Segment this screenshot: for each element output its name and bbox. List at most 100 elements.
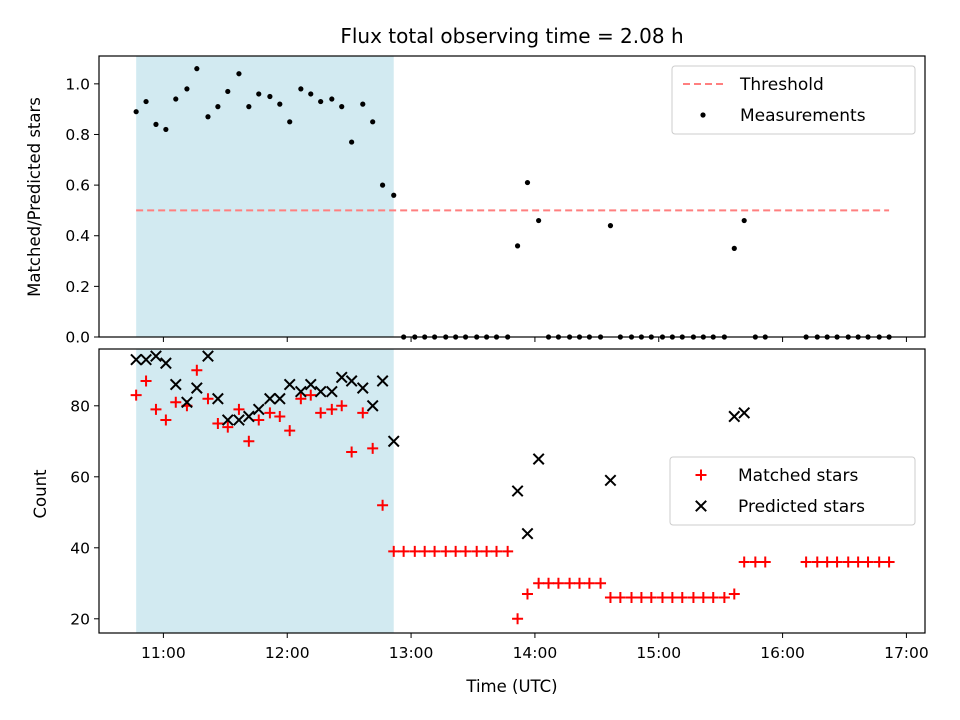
count-point-x: [150, 350, 162, 363]
count-point-plus: [481, 545, 493, 557]
ratio-point-dot: [349, 139, 355, 145]
count-point-plus: [645, 592, 657, 603]
count-point-plus: [842, 556, 854, 568]
count-point-plus: [676, 592, 688, 603]
count-point-plus: [666, 592, 678, 603]
count-point-plus: [697, 592, 709, 603]
count-point-plus: [202, 393, 214, 405]
count-point-plus: [191, 364, 203, 376]
count-point-x: [356, 382, 369, 394]
count-series-1: [130, 364, 895, 625]
count-point-plus: [212, 418, 224, 430]
count-point-plus: [883, 556, 895, 568]
count-point-plus: [346, 446, 358, 458]
ratio-point-dot: [143, 98, 149, 105]
count-axes-frame: [98, 348, 926, 634]
count-y-axis-title: Count: [31, 469, 50, 519]
count-point-plus: [595, 577, 607, 589]
count-point-plus: [160, 414, 172, 426]
ratio-point-dot: [236, 71, 242, 77]
count-point-plus: [502, 545, 514, 557]
count-point-plus: [873, 556, 885, 568]
count-point-x: [604, 474, 617, 487]
count-point-x: [190, 382, 203, 394]
count-point-plus: [398, 545, 410, 557]
count-point-x: [366, 399, 379, 412]
count-point-plus: [707, 592, 719, 603]
count-point-plus: [543, 577, 555, 589]
count-y-tick-label: 20: [70, 610, 90, 628]
ratio-y-tick-label: 0.8: [65, 126, 90, 144]
ratio-point-dot: [536, 217, 542, 224]
ratio-point-dot: [360, 101, 366, 107]
ratio-point-dot: [184, 86, 190, 92]
count-point-plus: [533, 577, 545, 589]
count-point-x: [521, 527, 534, 540]
ratio-point-dot: [339, 104, 345, 110]
count-point-x: [233, 414, 245, 426]
observing-window-span: [136, 349, 394, 633]
ratio-point-dot: [379, 182, 386, 188]
ratio-y-axis-title: Matched/Predicted stars: [25, 97, 44, 297]
ratio-point-dot: [205, 114, 211, 120]
count-point-plus: [264, 407, 276, 419]
count-point-plus: [687, 592, 699, 603]
ratio-point-dot: [133, 109, 139, 115]
ratio-point-dot: [514, 243, 521, 249]
count-point-plus: [130, 389, 142, 401]
count-point-plus: [243, 435, 255, 447]
count-point-plus: [564, 577, 576, 589]
legend-plus-swatch: [695, 469, 707, 481]
count-y-tick-label: 80: [70, 397, 90, 415]
count-point-x: [202, 350, 214, 363]
chart-title: Flux total observing time = 2.08 h: [340, 24, 683, 48]
count-point-x: [211, 392, 224, 405]
ratio-y-tick-label: 0.2: [65, 278, 90, 296]
count-point-plus: [604, 592, 616, 603]
ratio-point-dot: [225, 88, 231, 95]
count-point-x: [345, 375, 358, 387]
count-point-plus: [738, 556, 750, 568]
count-point-x: [252, 403, 265, 416]
ratio-point-dot: [524, 179, 531, 186]
count-point-x: [140, 353, 152, 366]
count-point-x: [532, 453, 545, 465]
ratio-panel: 0.0 0.2 0.4 0.6 0.8 1.0 Threshold Measurements: [65, 55, 926, 347]
count-point-plus: [419, 545, 431, 557]
count-point-plus: [749, 556, 761, 568]
ratio-point-dot: [391, 192, 397, 198]
x-tick-label: 16:00: [760, 644, 805, 662]
count-point-x: [130, 353, 143, 366]
observing-window-span: [136, 56, 394, 337]
count-point-x: [221, 414, 234, 426]
ratio-point-dot: [607, 223, 614, 229]
ratio-point-dot: [194, 66, 200, 72]
count-point-plus: [326, 403, 338, 415]
count-point-x: [304, 378, 317, 391]
count-point-plus: [852, 556, 864, 568]
ratio-point-dot: [287, 119, 293, 125]
count-point-plus: [315, 407, 327, 419]
count-point-x: [325, 385, 338, 398]
count-point-x: [169, 378, 182, 391]
ratio-y-tick-label: 0.6: [65, 177, 90, 195]
count-point-plus: [367, 442, 379, 454]
count-point-plus: [521, 588, 533, 600]
ratio-point-dot: [246, 104, 252, 110]
count-point-plus: [626, 592, 638, 603]
count-point-x: [387, 435, 400, 448]
count-point-plus: [388, 545, 400, 557]
ratio-point-dot: [318, 98, 324, 105]
count-point-plus: [305, 389, 317, 401]
count-point-x: [294, 385, 307, 398]
count-y-tick-label: 60: [70, 468, 90, 486]
count-point-x: [181, 396, 193, 409]
ratio-point-dot: [267, 93, 273, 100]
count-point-x: [511, 485, 524, 497]
count-point-x: [263, 392, 276, 405]
count-point-plus: [821, 556, 833, 568]
count-point-plus: [440, 545, 452, 557]
count-legend: Matched stars Predicted stars: [669, 456, 916, 526]
x-tick-label: 11:00: [141, 644, 186, 662]
